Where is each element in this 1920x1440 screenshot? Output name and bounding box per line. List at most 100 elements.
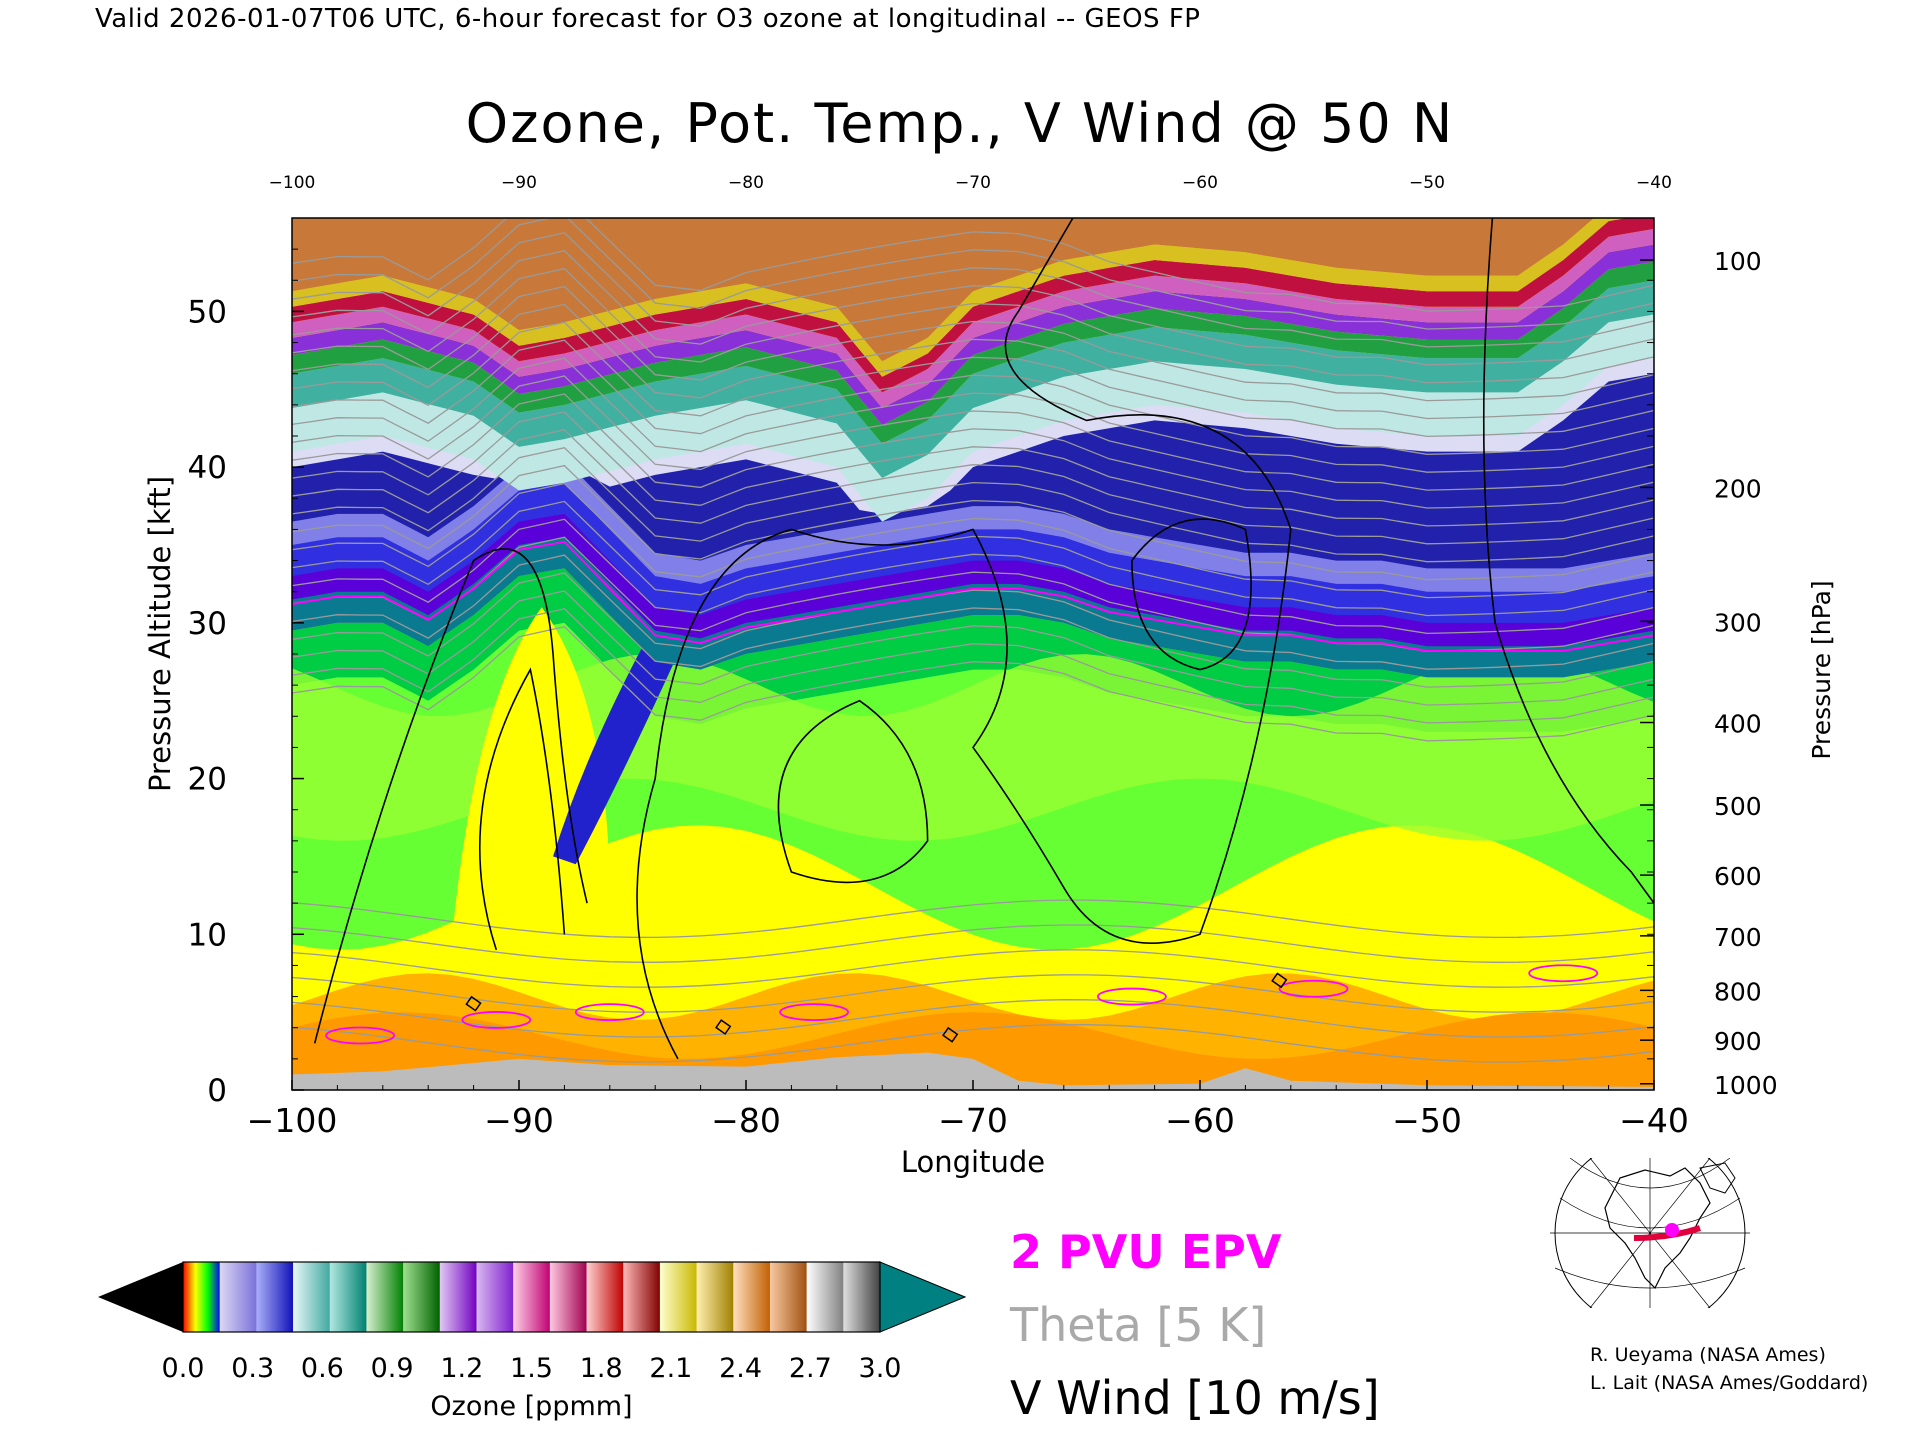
epv-low-contour — [1097, 987, 1167, 1006]
x-tick-label: −40 — [1619, 1101, 1689, 1140]
colorbar-label: Ozone [ppmm] — [430, 1391, 632, 1422]
ozone-band-seagreen — [292, 280, 1654, 478]
colorbar-tick-label: 0.0 — [162, 1353, 205, 1384]
pressure-tick-label: 800 — [1714, 977, 1762, 1006]
map-north-america — [1604, 1167, 1711, 1290]
x-top-tick-label: −90 — [501, 173, 537, 193]
theta-contour — [292, 590, 1654, 706]
theta-contour — [292, 949, 1654, 988]
ozone-colorbar: 0.0 0.3 0.6 0.9 1.2 1.5 1.8 2.1 2.4 2.7 3.0 Ozone [… — [98, 1261, 967, 1422]
vwind-contour — [479, 667, 566, 951]
terrain — [292, 1052, 1654, 1090]
vwind-small-contour — [715, 1019, 732, 1035]
x-top-tick-label: −100 — [269, 173, 316, 193]
ozone-intrusion — [553, 622, 678, 865]
colorbar-tick-label: 1.8 — [580, 1353, 623, 1384]
colorbar-segment — [219, 1262, 257, 1332]
colorbar-segment — [586, 1262, 624, 1332]
colorbar-tick-label: 1.5 — [510, 1353, 553, 1384]
colorbar-min-arrow — [98, 1262, 183, 1332]
theta-contour — [292, 899, 1654, 939]
contour-lines — [292, 218, 1654, 1063]
vwind-small-contour — [1271, 972, 1288, 989]
theta-contour — [292, 267, 1654, 384]
colorbar-segment — [696, 1262, 734, 1332]
colorbar-segment — [733, 1262, 771, 1332]
colorbar-segment — [843, 1262, 881, 1332]
theta-contour — [292, 249, 1654, 366]
theta-contour — [292, 924, 1654, 963]
colorbar-tick-label: 2.1 — [649, 1353, 692, 1384]
y-tick-label: 30 — [188, 606, 227, 642]
colorbar-tick-label: 3.0 — [859, 1353, 902, 1384]
ozone-yellow-tongue — [450, 607, 610, 950]
pressure-tick-label: 700 — [1714, 923, 1762, 952]
theta-contour — [292, 554, 1654, 670]
theta-contour — [292, 999, 1654, 1038]
colorbar-segment — [806, 1262, 844, 1332]
theta-contour — [292, 357, 1654, 473]
pressure-tick-label: 400 — [1714, 710, 1762, 739]
vwind-small-contour — [942, 1026, 959, 1043]
colorbar-segment — [329, 1262, 367, 1332]
theta-contour — [292, 446, 1654, 563]
colorbar-tick-label: 2.4 — [719, 1353, 762, 1384]
credit-line-1: R. Ueyama (NASA Ames) — [1590, 1344, 1826, 1366]
x-top-tick-label: −40 — [1636, 173, 1672, 193]
pressure-tick-label: 300 — [1714, 608, 1762, 637]
vwind-contour — [636, 218, 1292, 1060]
colorbar-tick-label: 1.2 — [440, 1353, 483, 1384]
pressure-tick-label: 1000 — [1714, 1071, 1778, 1100]
y-tick-label: 20 — [188, 762, 227, 798]
theta-contour — [292, 321, 1654, 438]
x-top-tick-label: −50 — [1409, 173, 1445, 193]
colorbar-segment — [366, 1262, 404, 1332]
x-top-tick-label: −70 — [955, 173, 991, 193]
epv-low-contour — [1528, 964, 1599, 983]
theta-contour — [292, 974, 1654, 1013]
x-tick-label: −50 — [1392, 1101, 1462, 1140]
colorbar-segment — [549, 1262, 588, 1332]
epv-low-contour — [1278, 979, 1349, 998]
ozone-band-violet — [292, 244, 1654, 426]
colorbar-segment — [439, 1262, 477, 1332]
theta-contour — [292, 1023, 1654, 1063]
colorbar-segment — [256, 1262, 294, 1332]
theta-contour — [292, 218, 1654, 312]
legend-theta: Theta [5 K] — [1010, 1298, 1267, 1352]
vwind-contour — [1131, 518, 1252, 671]
theta-contour — [292, 411, 1654, 527]
theta-contour — [292, 429, 1654, 545]
map-greenland — [1699, 1162, 1736, 1194]
x-tick-label: −100 — [247, 1101, 338, 1140]
pressure-tick-label: 100 — [1714, 247, 1762, 276]
map-graticule — [1550, 1158, 1750, 1308]
colorbar-tick-label: 2.7 — [789, 1353, 832, 1384]
legend-epv: 2 PVU EPV — [1010, 1225, 1282, 1279]
y2-axis-label: Pressure [hPa] — [1807, 580, 1836, 759]
colorbar-max-arrow — [879, 1261, 967, 1333]
credit-line-2: L. Lait (NASA Ames/Goddard) — [1590, 1372, 1869, 1394]
colorbar-segment — [513, 1262, 551, 1332]
theta-contour — [292, 572, 1654, 688]
colorbar-segment — [623, 1262, 661, 1332]
ozone-band-green-strat — [292, 261, 1654, 444]
map-section-marker — [1665, 1223, 1679, 1237]
x-tick-label: −80 — [711, 1101, 781, 1140]
legend-vwind: V Wind [10 m/s] — [1010, 1371, 1380, 1425]
epv-2pvu-contour — [292, 540, 1654, 652]
epv-low-contour — [461, 1011, 532, 1029]
colorbar-tick-label: 0.9 — [371, 1353, 414, 1384]
vwind-contour — [1482, 218, 1654, 904]
theta-contour — [292, 218, 1654, 330]
colorbar-segment — [769, 1262, 808, 1332]
x-top-tick-label: −60 — [1182, 173, 1218, 193]
page-title: Valid 2026-01-07T06 UTC, 6-hour forecast… — [95, 4, 1201, 34]
theta-contour — [292, 285, 1654, 402]
theta-contour — [292, 232, 1654, 348]
theta-contour — [292, 375, 1654, 491]
x-axis-label: Longitude — [901, 1145, 1045, 1179]
y-tick-label: 50 — [188, 294, 227, 330]
y-tick-label: 0 — [207, 1073, 227, 1109]
